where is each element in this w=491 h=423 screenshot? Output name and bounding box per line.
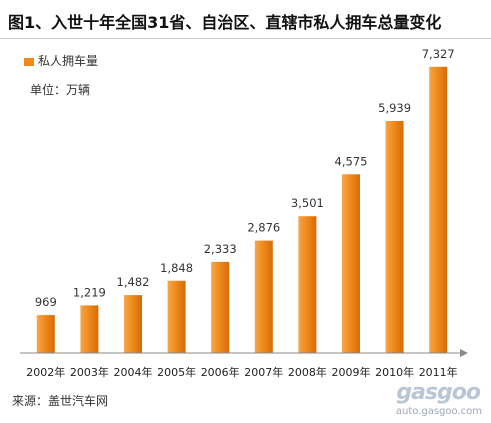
- value-label-0: 969: [35, 295, 57, 309]
- x-tick-label-5: 2007年: [244, 365, 283, 379]
- watermark-url: auto.gasgoo.com: [395, 406, 482, 417]
- x-tick-label-3: 2005年: [157, 365, 196, 379]
- title-bar: 图1、入世十年全国31省、自治区、直辖市私人拥车总量变化: [0, 0, 491, 40]
- bar-0: [36, 315, 55, 353]
- x-tick-label-6: 2008年: [288, 365, 327, 379]
- value-label-8: 5,939: [378, 101, 411, 115]
- x-tick-label-2: 2004年: [114, 365, 153, 379]
- unit-label: 单位：万辆: [30, 83, 91, 97]
- x-tick-label-1: 2003年: [70, 365, 109, 379]
- bar-3: [167, 280, 186, 353]
- x-tick-label-8: 2010年: [375, 365, 414, 379]
- legend-label: 私人拥车量: [38, 54, 99, 68]
- x-tick-label-7: 2009年: [332, 365, 371, 379]
- value-label-7: 4,575: [335, 154, 368, 168]
- bar-5: [254, 240, 273, 353]
- x-tick-label-0: 2002年: [26, 365, 65, 379]
- x-axis-arrow: [460, 349, 468, 357]
- bar-4: [211, 261, 230, 353]
- value-label-4: 2,333: [204, 242, 237, 256]
- title-divider: [0, 38, 491, 39]
- value-label-9: 7,327: [422, 47, 455, 61]
- value-label-5: 2,876: [247, 221, 280, 235]
- source-note: 来源：盖世汽车网: [12, 394, 109, 408]
- bar-7: [342, 174, 360, 353]
- watermark-logo: gasgoo: [396, 380, 481, 405]
- bar-8: [385, 121, 404, 353]
- value-label-2: 1,482: [117, 275, 150, 289]
- bar-9: [429, 66, 448, 354]
- value-label-6: 3,501: [291, 196, 324, 210]
- watermark: gasgoo auto.gasgoo.com: [388, 378, 488, 422]
- bar-1: [80, 305, 99, 353]
- legend: 私人拥车量: [24, 52, 98, 69]
- value-label-1: 1,219: [73, 285, 106, 299]
- value-label-3: 1,848: [160, 261, 193, 275]
- bar-2: [124, 295, 142, 353]
- bar-6: [298, 216, 317, 353]
- legend-swatch: [24, 57, 34, 66]
- x-tick-label-4: 2006年: [201, 365, 240, 379]
- chart-title: 图1、入世十年全国31省、自治区、直辖市私人拥车总量变化: [8, 13, 442, 32]
- x-tick-label-9: 2011年: [419, 365, 458, 379]
